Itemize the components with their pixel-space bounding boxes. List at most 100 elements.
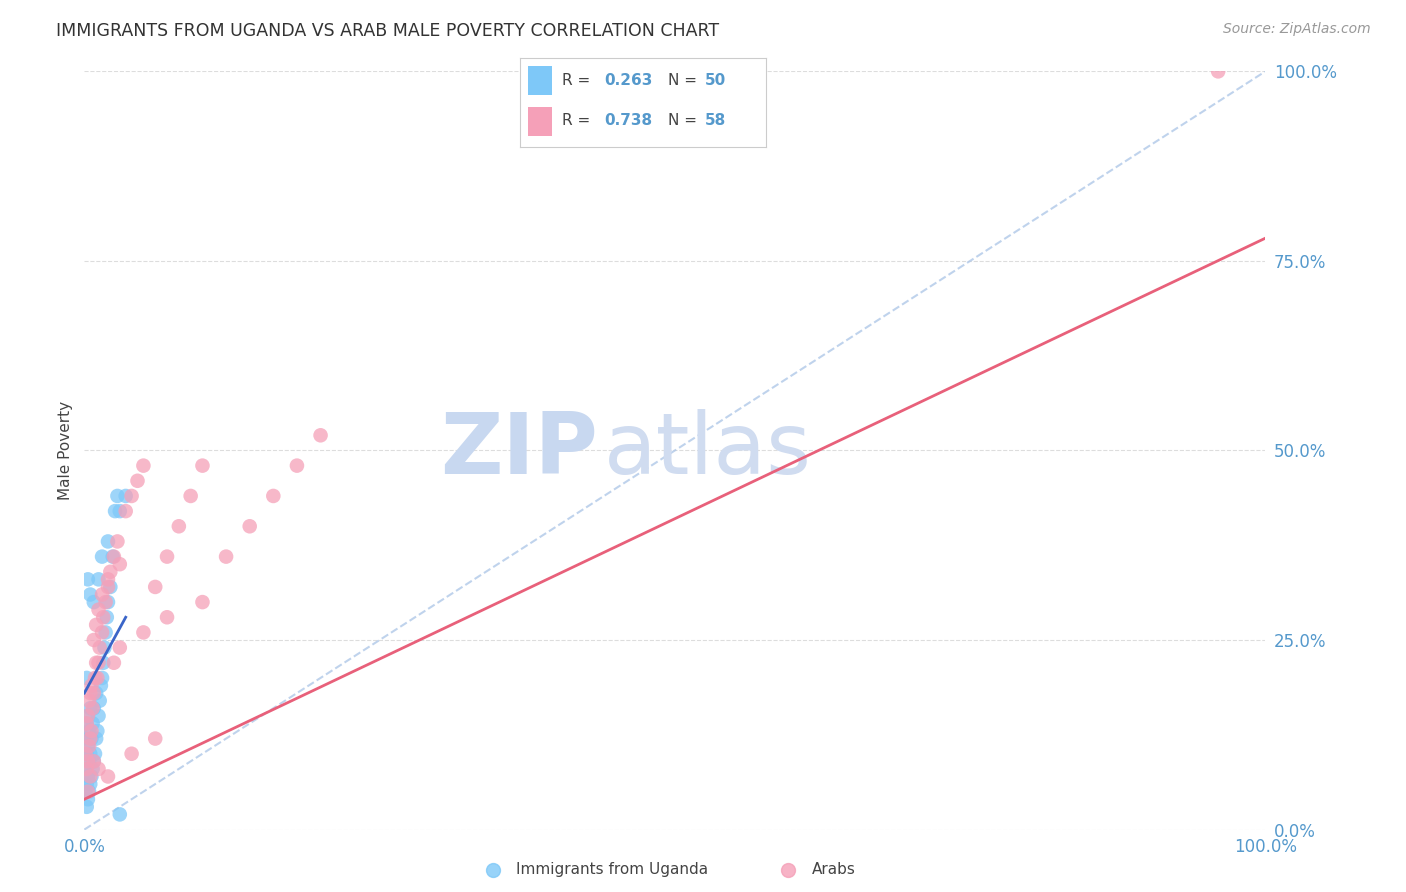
Point <box>76 762 98 776</box>
Point <box>101 549 124 564</box>
Point <box>91 549 114 564</box>
Point <box>79 588 101 602</box>
Point <box>79 777 101 791</box>
Point <box>77 708 100 723</box>
Point <box>103 549 125 564</box>
Point <box>86 724 108 739</box>
Point <box>239 519 262 533</box>
Point <box>114 504 136 518</box>
Point <box>191 595 214 609</box>
Point <box>94 625 117 640</box>
Point <box>132 458 155 473</box>
Point <box>285 458 308 473</box>
Point <box>191 458 214 473</box>
Point <box>481 863 503 877</box>
Point <box>77 739 100 753</box>
Point <box>132 625 155 640</box>
Point <box>108 504 131 518</box>
Text: 50: 50 <box>704 73 725 88</box>
Y-axis label: Male Poverty: Male Poverty <box>58 401 73 500</box>
Point <box>84 686 107 700</box>
Point <box>97 573 120 587</box>
Point <box>776 863 799 877</box>
Point <box>75 762 97 776</box>
Point <box>91 610 114 624</box>
Point <box>83 595 105 609</box>
Point <box>83 755 105 769</box>
Point <box>82 701 104 715</box>
Point <box>79 686 101 700</box>
Text: R =: R = <box>562 73 595 88</box>
Point <box>143 580 166 594</box>
Point <box>93 640 115 655</box>
Point <box>89 694 111 708</box>
Text: 0.738: 0.738 <box>605 113 652 128</box>
Point <box>97 595 120 609</box>
Point <box>262 489 284 503</box>
Point <box>143 731 166 746</box>
Text: Arabs: Arabs <box>811 863 855 877</box>
Point <box>127 474 149 488</box>
Point <box>108 807 131 822</box>
Point <box>98 565 121 579</box>
Point <box>83 686 105 700</box>
Point <box>77 755 100 769</box>
Point <box>107 489 129 503</box>
Point <box>94 595 117 609</box>
Text: N =: N = <box>668 73 702 88</box>
Point <box>108 557 131 572</box>
Text: atlas: atlas <box>605 409 813 492</box>
Point <box>76 716 98 731</box>
Point <box>79 747 101 761</box>
Point <box>76 716 98 731</box>
Point <box>76 777 98 791</box>
Point <box>121 747 143 761</box>
Point <box>103 656 125 670</box>
Point <box>87 603 110 617</box>
Point <box>180 489 202 503</box>
Point <box>91 656 114 670</box>
Point <box>84 617 107 632</box>
Point <box>107 534 129 549</box>
Point <box>90 678 112 692</box>
Point <box>77 792 100 806</box>
Point <box>91 625 114 640</box>
Point <box>114 489 136 503</box>
Text: IMMIGRANTS FROM UGANDA VS ARAB MALE POVERTY CORRELATION CHART: IMMIGRANTS FROM UGANDA VS ARAB MALE POVE… <box>56 22 720 40</box>
Point <box>80 678 103 692</box>
Point <box>80 769 103 784</box>
Point <box>77 694 100 708</box>
Point <box>108 640 131 655</box>
Point <box>76 747 98 761</box>
Point <box>77 573 100 587</box>
Point <box>87 573 110 587</box>
Point <box>167 519 190 533</box>
Text: 0.263: 0.263 <box>605 73 652 88</box>
Point <box>83 755 105 769</box>
Point <box>77 708 100 723</box>
Point <box>83 701 105 715</box>
Point <box>89 640 111 655</box>
Point <box>1206 64 1229 78</box>
Point <box>84 656 107 670</box>
Text: Source: ZipAtlas.com: Source: ZipAtlas.com <box>1223 22 1371 37</box>
Point <box>96 610 118 624</box>
Text: N =: N = <box>668 113 702 128</box>
Point <box>75 785 97 799</box>
Point <box>84 671 107 685</box>
Point <box>156 610 179 624</box>
Point <box>77 785 100 799</box>
Point <box>76 800 98 814</box>
Point <box>76 671 98 685</box>
Text: Immigrants from Uganda: Immigrants from Uganda <box>516 863 709 877</box>
Point <box>121 489 143 503</box>
Point <box>86 671 108 685</box>
Text: ZIP: ZIP <box>440 409 598 492</box>
Point <box>75 731 97 746</box>
Point <box>87 708 110 723</box>
Point <box>91 588 114 602</box>
Point <box>79 701 101 715</box>
Point <box>77 769 100 784</box>
Point <box>77 739 100 753</box>
Point <box>75 747 97 761</box>
